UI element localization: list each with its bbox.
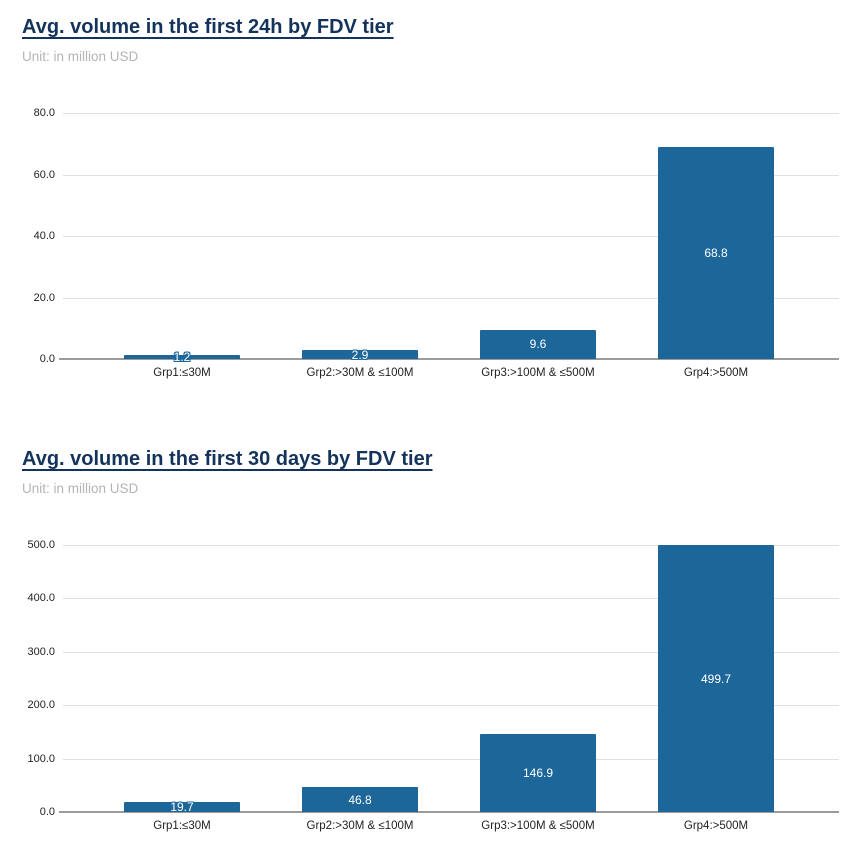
y-axis-tick-label: 300.0 [27, 645, 55, 658]
x-axis-category-label: Grp3:>100M & ≤500M [481, 367, 595, 379]
bar-value-label: 68.8 [704, 246, 728, 261]
bar-column: 146.9 [449, 545, 627, 812]
gridline [63, 113, 839, 114]
bar-value-label: 146.9 [522, 765, 554, 780]
bar: 146.9 [480, 733, 596, 812]
gridline [63, 758, 839, 760]
bar-column: 19.7 [93, 545, 271, 814]
bar-value-label: 19.7 [170, 799, 194, 814]
y-axis-tick-label: 0.0 [39, 806, 55, 818]
bar: 9.6 [480, 329, 596, 359]
y-axis-tick-label: 80.0 [33, 107, 55, 119]
chart-subtitle: Unit: in million USD [22, 49, 139, 64]
bar-column: 2.9 [271, 113, 449, 362]
chart-title: Avg. volume in the first 30 days by FDV … [22, 448, 433, 470]
x-axis-category-label: Grp2:>30M & ≤100M [306, 820, 414, 832]
chart-subtitle: Unit: in million USD [22, 481, 139, 496]
bar-column: 68.8 [627, 113, 805, 359]
bar: 19.7 [124, 800, 240, 814]
y-axis-tick-label: 200.0 [27, 699, 55, 712]
plot-area: 0.0 100.0 200.0 300.0 400.0 500.0 19.7 46.8 146.… [0, 539, 861, 818]
bar: 499.7 [658, 545, 774, 812]
gridline [63, 174, 839, 176]
y-axis-tick-label: 40.0 [33, 230, 55, 242]
x-axis-category-label: Grp4:>500M [683, 820, 749, 832]
gridline [63, 598, 839, 600]
gridline [63, 651, 839, 653]
bars-row: 19.7 46.8 146.9 499.7 [93, 545, 805, 814]
plot-area: 0.0 20.0 40.0 60.0 80.0 1.2 2.9 9.6 68.8 [0, 107, 861, 365]
bars-row: 1.2 2.9 9.6 68.8 [93, 113, 805, 364]
x-axis-baseline [59, 811, 839, 813]
bar-value-label: 9.6 [529, 337, 547, 352]
x-axis-category-label: Grp4:>500M [683, 367, 749, 379]
bar-value-label: 1.2 [173, 350, 191, 365]
y-axis-tick-label: 0.0 [39, 353, 55, 365]
x-axis-baseline [59, 358, 839, 360]
y-axis-tick-label: 60.0 [33, 168, 55, 181]
chart-section-24h: Avg. volume in the first 24h by FDV tier… [0, 0, 861, 380]
chart-title: Avg. volume in the first 24h by FDV tier [22, 16, 394, 38]
y-axis-tick-label: 100.0 [27, 752, 55, 765]
bar: 46.8 [302, 787, 418, 812]
bar: 1.2 [124, 350, 240, 364]
x-axis-category-label: Grp1:≤30M [153, 367, 211, 379]
bar: 68.8 [658, 147, 774, 359]
y-axis-tick-label: 400.0 [27, 592, 55, 605]
bar-column: 9.6 [449, 113, 627, 359]
bar-value-label: 46.8 [348, 792, 372, 807]
y-axis-tick-label: 500.0 [27, 539, 55, 551]
gridline [63, 297, 839, 299]
gridline [63, 236, 839, 237]
y-axis-tick-label: 20.0 [33, 291, 55, 304]
x-axis-category-label: Grp2:>30M & ≤100M [306, 367, 414, 379]
x-axis-category-label: Grp1:≤30M [153, 820, 211, 832]
bar: 2.9 [302, 348, 418, 362]
gridline [63, 545, 839, 546]
bar-column: 1.2 [93, 113, 271, 364]
x-axis-labels: Grp1:≤30M Grp2:>30M & ≤100M Grp3:>100M & ≤… [93, 366, 805, 380]
bar-value-label: 2.9 [351, 347, 369, 362]
bar-value-label: 499.7 [700, 671, 732, 686]
x-axis-category-label: Grp3:>100M & ≤500M [481, 820, 595, 832]
gridline [63, 705, 839, 707]
chart-section-30d: Avg. volume in the first 30 days by FDV … [0, 380, 861, 833]
bar-column: 46.8 [271, 545, 449, 812]
bar-column: 499.7 [627, 545, 805, 812]
x-axis-labels: Grp1:≤30M Grp2:>30M & ≤100M Grp3:>100M & ≤… [93, 819, 805, 833]
